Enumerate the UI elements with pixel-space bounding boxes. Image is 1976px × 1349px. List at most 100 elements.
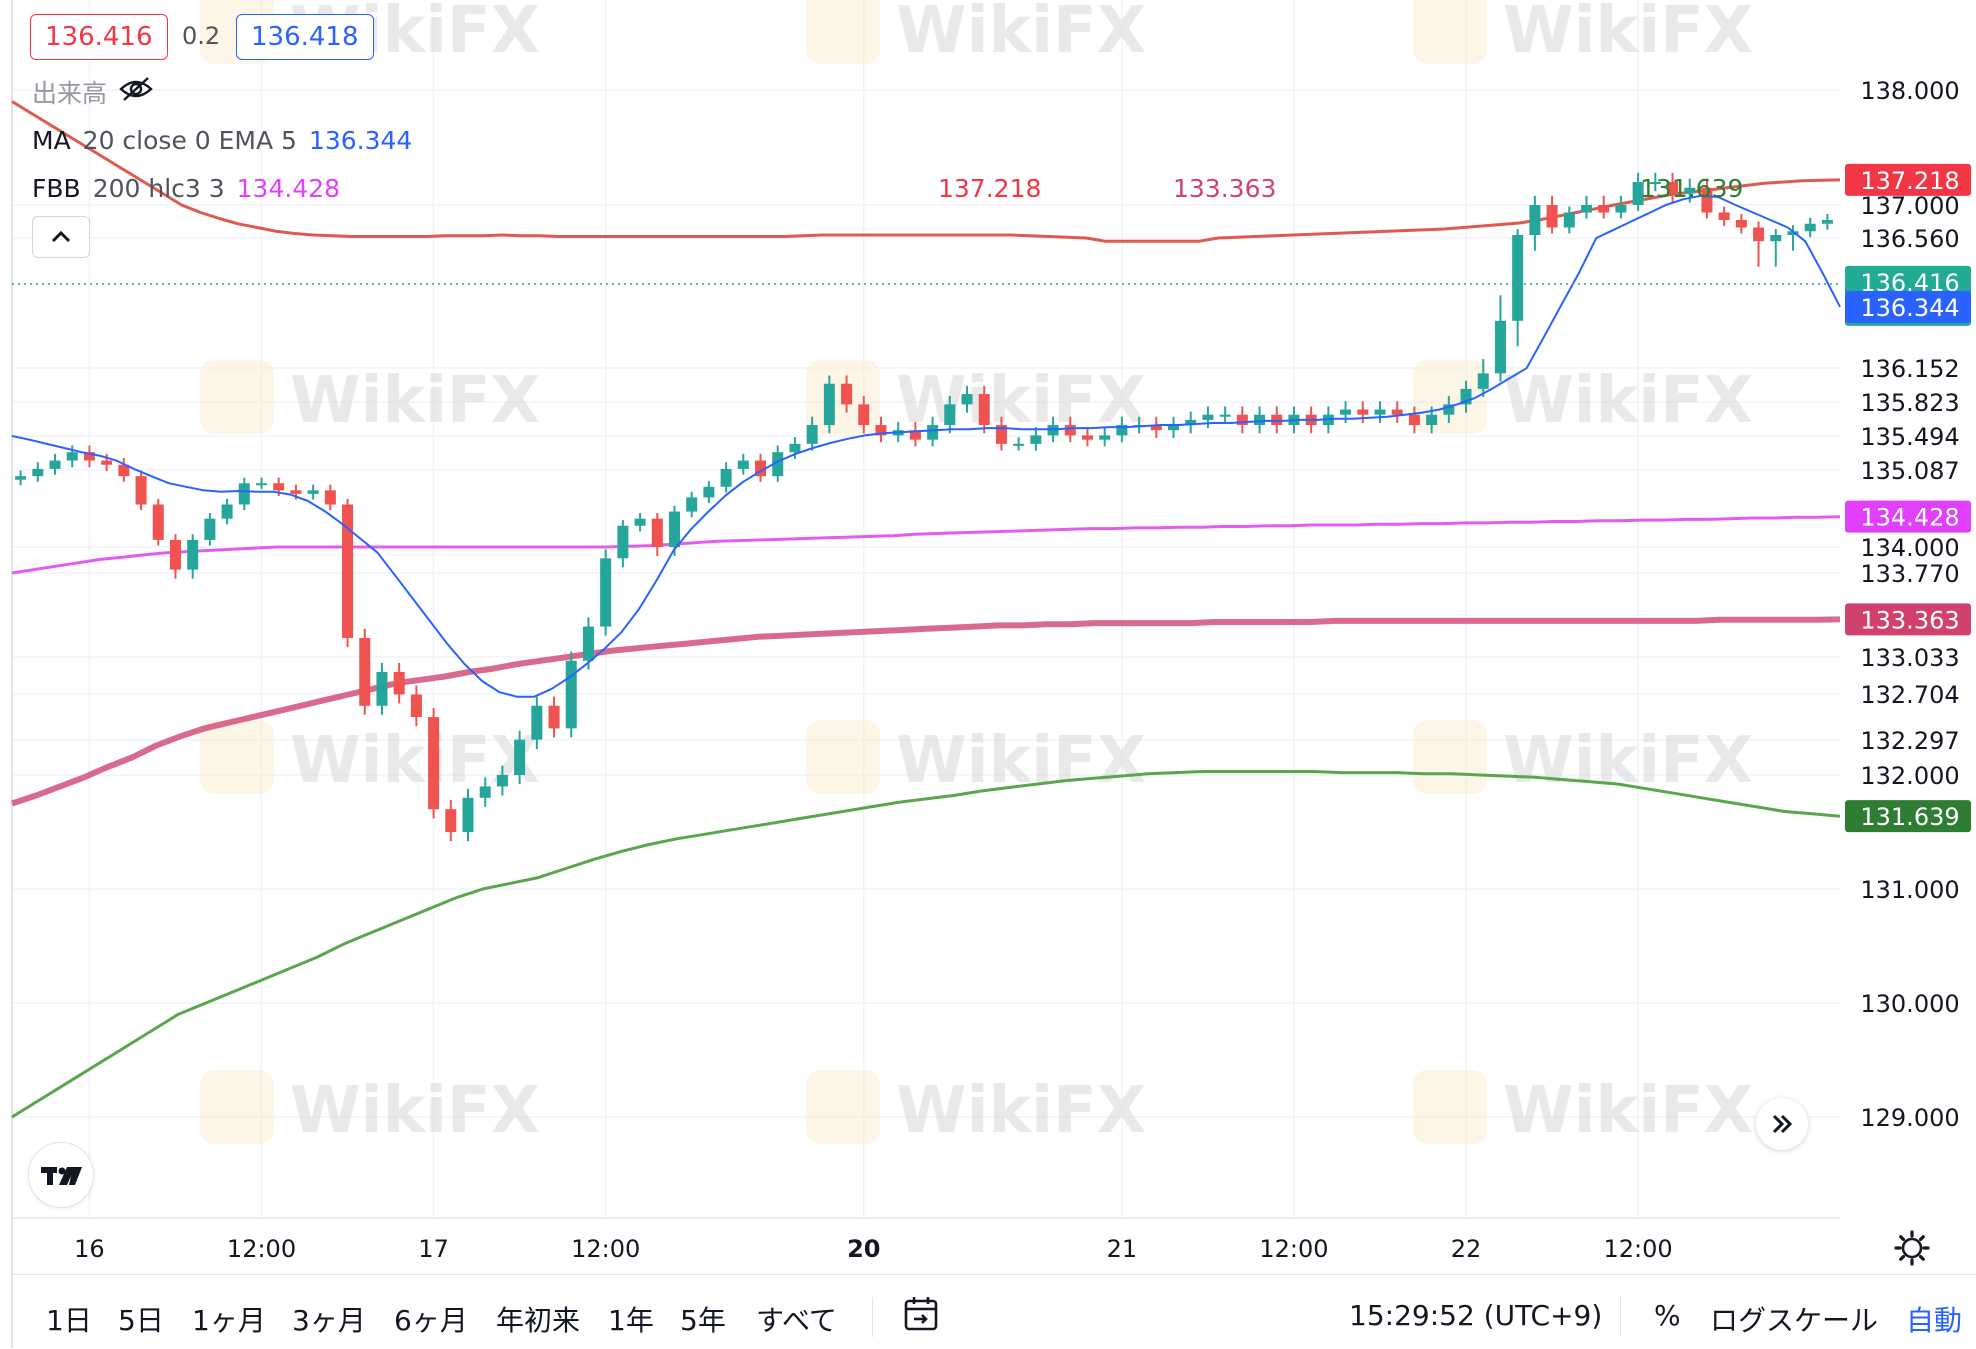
fbb-legend[interactable]: FBB 200 hlc3 3 134.428	[32, 174, 340, 203]
range-5y-button[interactable]: 5年	[680, 1304, 726, 1337]
y-tick-label: 137.000	[1860, 192, 1959, 220]
candle-body	[1546, 205, 1558, 228]
range-1y-button[interactable]: 1年	[608, 1304, 654, 1337]
candle-body	[1494, 320, 1506, 374]
y-tick-label: 136.560	[1860, 225, 1959, 253]
fbb-upper-value: 137.218	[938, 174, 1042, 203]
bid-price-button[interactable]: 136.416	[30, 14, 168, 60]
gear-icon	[1894, 1230, 1930, 1266]
y-tick-label: 135.087	[1860, 457, 1959, 485]
percent-scale-button[interactable]: %	[1654, 1299, 1681, 1332]
auto-scale-button[interactable]: 自動	[1906, 1304, 1963, 1337]
tradingview-logo-icon	[41, 1167, 82, 1185]
range-1m-button[interactable]: 1ヶ月	[192, 1304, 266, 1337]
candle-body	[1426, 414, 1438, 426]
price-badge-label: 137.218	[1860, 167, 1959, 195]
candle-body	[565, 660, 577, 729]
candle-body	[1219, 414, 1231, 417]
price-badge-label: 136.344	[1860, 294, 1959, 322]
date-range-button[interactable]	[900, 1293, 944, 1337]
chart-settings-button[interactable]	[1892, 1228, 1932, 1268]
candle-body	[1649, 182, 1661, 184]
watermark-text: WikiFX	[896, 0, 1146, 68]
candle-body	[1580, 205, 1592, 213]
watermark-logo	[200, 720, 274, 794]
eye-hidden-icon[interactable]	[119, 76, 153, 108]
candle-body	[187, 539, 199, 570]
x-tick-label: 12:00	[1604, 1235, 1673, 1263]
candle-body	[1753, 227, 1765, 242]
toolbar-separator	[872, 1297, 873, 1337]
candle-body	[617, 525, 629, 559]
spread-value: 0.2	[182, 22, 221, 50]
y-tick-label: 132.704	[1860, 681, 1959, 709]
candle-body	[841, 383, 853, 405]
candle-body	[875, 425, 887, 436]
ma-legend[interactable]: MA 20 close 0 EMA 5 136.344	[32, 126, 412, 155]
candle-body	[1047, 425, 1059, 436]
candle-body	[1408, 414, 1420, 426]
candle-body	[600, 558, 612, 627]
y-tick-label: 129.000	[1860, 1104, 1959, 1132]
watermark-logo	[806, 720, 880, 794]
clock-timezone-button[interactable]: 15:29:52 (UTC+9)	[1349, 1299, 1603, 1332]
candle-body	[118, 464, 130, 477]
double-chevron-right-icon	[1772, 1114, 1793, 1134]
y-tick-label: 132.000	[1860, 762, 1959, 790]
candle-body	[83, 452, 95, 461]
ask-price-button[interactable]: 136.418	[236, 14, 374, 60]
candle-body	[1512, 235, 1524, 321]
log-scale-button[interactable]: ログスケール	[1710, 1304, 1879, 1337]
price-badge	[1845, 800, 1971, 833]
candle-body	[927, 425, 939, 440]
candle-body	[359, 637, 371, 706]
candle-body	[1770, 235, 1782, 242]
candle-body	[49, 460, 61, 469]
candle-body	[737, 460, 749, 469]
collapse-legend-button[interactable]	[32, 216, 90, 258]
candle-body	[1529, 205, 1541, 235]
candle-body	[789, 443, 801, 453]
tradingview-logo[interactable]	[28, 1142, 94, 1208]
candle-body	[410, 694, 422, 718]
range-all-button[interactable]: すべて	[756, 1304, 837, 1337]
candle-body	[1254, 414, 1266, 426]
candle-body	[169, 539, 181, 570]
candle-body	[462, 797, 474, 832]
candle-body	[273, 483, 285, 491]
candle-body	[1563, 212, 1575, 228]
candle-body	[32, 468, 44, 477]
candle-body	[1081, 435, 1093, 440]
candle-body	[342, 504, 354, 638]
watermark-text: WikiFX	[1503, 364, 1753, 438]
candle-body	[1357, 409, 1369, 415]
watermark-text: WikiFX	[1503, 0, 1753, 68]
candle-body	[152, 504, 164, 540]
candle-body	[66, 452, 78, 461]
range-ytd-button[interactable]: 年初来	[496, 1304, 581, 1337]
range-3m-button[interactable]: 3ヶ月	[292, 1304, 366, 1337]
candle-body	[514, 739, 526, 775]
candle-body	[1030, 435, 1042, 444]
scroll-to-realtime-button[interactable]	[1756, 1098, 1808, 1150]
range-5d-button[interactable]: 5日	[118, 1304, 164, 1337]
x-tick-label: 22	[1451, 1235, 1482, 1263]
range-1d-button[interactable]: 1日	[46, 1304, 92, 1337]
candle-body	[1667, 182, 1679, 194]
candle-body	[101, 460, 113, 465]
price-badge-label: 134.428	[1860, 504, 1959, 532]
watermark-logo	[200, 1070, 274, 1144]
candle-body	[479, 786, 491, 798]
bottom-toolbar: 1日 5日 1ヶ月 3ヶ月 6ヶ月 年初来 1年 5年 すべて 15:29:52…	[12, 1274, 1976, 1349]
watermark-logo	[1413, 720, 1487, 794]
y-tick-label: 136.152	[1860, 355, 1959, 383]
x-tick-label: 16	[74, 1235, 105, 1263]
candle-body	[1202, 414, 1214, 420]
range-6m-button[interactable]: 6ヶ月	[394, 1304, 468, 1337]
watermark-text: WikiFX	[896, 1074, 1146, 1148]
watermark-text: WikiFX	[1503, 1074, 1753, 1148]
candle-body	[1598, 205, 1610, 213]
candle-body	[686, 497, 698, 512]
